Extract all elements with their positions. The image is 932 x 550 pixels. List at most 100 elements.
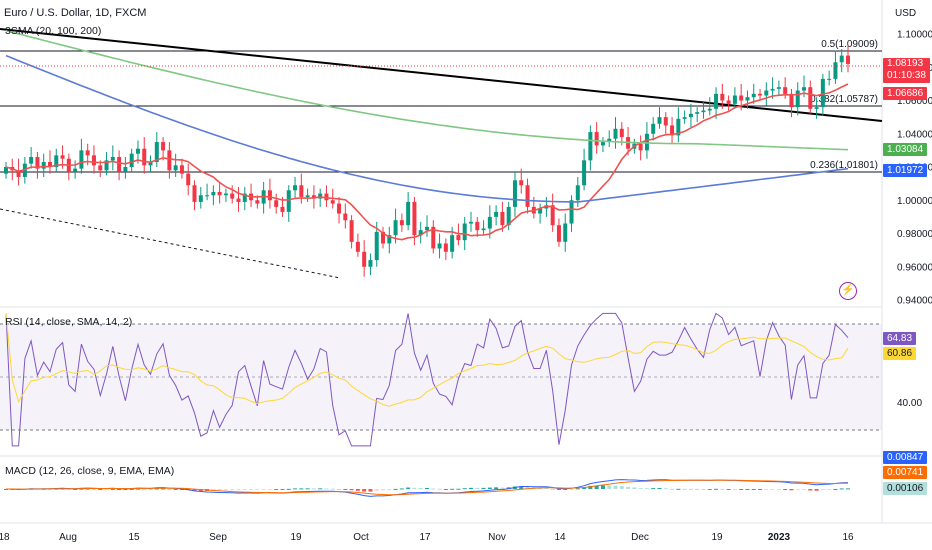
macd-histogram-bar bbox=[802, 489, 807, 490]
candle bbox=[481, 220, 486, 236]
candle-body bbox=[267, 190, 272, 201]
macd-histogram-bar bbox=[236, 489, 241, 491]
candle-body bbox=[73, 168, 78, 172]
macd-histogram-bar bbox=[468, 487, 473, 489]
candle bbox=[550, 193, 555, 232]
macd-histogram-bar bbox=[613, 485, 618, 489]
candle bbox=[274, 193, 279, 214]
candle-body bbox=[512, 180, 517, 207]
macd-histogram-bar bbox=[751, 489, 756, 490]
macd-histogram-bar bbox=[707, 489, 712, 490]
macd-histogram-bar bbox=[98, 489, 103, 490]
candle bbox=[41, 153, 46, 177]
sma-legend[interactable]: 3SMA (20, 100, 200) bbox=[5, 25, 102, 37]
moving-averages bbox=[5, 29, 849, 241]
macd-histogram-bar bbox=[626, 486, 631, 489]
candle bbox=[35, 152, 40, 179]
candle-body bbox=[550, 205, 555, 226]
candle-body bbox=[651, 123, 656, 134]
macd-histogram-bar bbox=[795, 489, 800, 491]
candle-body bbox=[374, 231, 379, 261]
sma100-line bbox=[5, 54, 849, 203]
macd-histogram-bar bbox=[556, 489, 561, 490]
candle bbox=[814, 97, 819, 119]
macd-legend[interactable]: MACD (12, 26, close, 9, EMA, EMA) bbox=[5, 465, 175, 477]
macd-histogram-bar bbox=[387, 489, 392, 490]
rsi-value-tag: 64.83 bbox=[883, 332, 917, 345]
macd-histogram-bar bbox=[632, 487, 637, 489]
candle bbox=[198, 186, 203, 209]
interval-label[interactable]: 1D bbox=[95, 7, 110, 19]
candle bbox=[688, 103, 693, 128]
candle bbox=[720, 83, 725, 109]
candle-body bbox=[739, 95, 744, 101]
candle-body bbox=[242, 193, 247, 202]
currency-label: USD bbox=[895, 8, 916, 19]
candle bbox=[732, 87, 737, 109]
candle bbox=[758, 88, 763, 101]
candle-body bbox=[142, 148, 147, 166]
time-tick-label: 19 bbox=[290, 532, 302, 543]
candle-body bbox=[600, 142, 605, 146]
macd-histogram-bar bbox=[381, 489, 386, 491]
candle bbox=[519, 168, 524, 194]
candle-body bbox=[783, 87, 788, 94]
candle-body bbox=[519, 180, 524, 186]
macd-histogram-bar bbox=[135, 488, 140, 490]
candle bbox=[707, 97, 712, 116]
macd-histogram-bar bbox=[443, 489, 448, 490]
macd-histogram-bar bbox=[506, 487, 511, 489]
candle-body bbox=[487, 216, 492, 229]
macd-histogram-bar bbox=[330, 488, 335, 490]
candle-body bbox=[343, 213, 348, 221]
candle bbox=[192, 180, 197, 211]
macd-histogram-bar bbox=[261, 489, 266, 490]
candle-body bbox=[776, 87, 781, 89]
candle-body bbox=[211, 191, 216, 196]
candle bbox=[123, 157, 128, 179]
macd-histogram-bar bbox=[644, 488, 649, 490]
macd-histogram-bar bbox=[600, 485, 605, 489]
symbol-name[interactable]: Euro / U.S. Dollar bbox=[4, 7, 89, 19]
candle-body bbox=[381, 231, 386, 244]
macd-histogram-bar bbox=[129, 488, 134, 490]
macd-histogram-bar bbox=[91, 488, 96, 490]
macd-histogram-bar bbox=[374, 489, 379, 491]
macd-histogram-bar bbox=[582, 487, 587, 489]
trendline-support[interactable] bbox=[0, 208, 341, 279]
candle-body bbox=[223, 193, 228, 196]
candle bbox=[468, 211, 473, 232]
candle-body bbox=[802, 87, 807, 91]
candle bbox=[242, 186, 247, 211]
lightning-icon[interactable]: ⚡ bbox=[839, 282, 857, 300]
candle bbox=[588, 125, 593, 171]
time-axis[interactable]: 18 Aug 15 Sep 19 Oct 17 Nov 14 Dec 19 2023 16 bbox=[0, 532, 854, 543]
macd-histogram-bar bbox=[726, 489, 731, 490]
macd-histogram-bar bbox=[286, 488, 291, 490]
macd-histogram-bar bbox=[814, 489, 819, 491]
macd-histogram-bar bbox=[211, 489, 216, 491]
macd-histogram-bar bbox=[619, 486, 624, 489]
candle-body bbox=[833, 62, 838, 79]
candle-body bbox=[588, 132, 593, 161]
price-tick-label: 1.00000 bbox=[897, 196, 932, 207]
candle bbox=[305, 188, 310, 202]
candle bbox=[387, 226, 392, 254]
fib-level-label: 0.382(1.05787) bbox=[810, 94, 878, 105]
candle-body bbox=[770, 88, 775, 91]
candle bbox=[104, 152, 109, 176]
candle-body bbox=[230, 193, 235, 199]
candle-body bbox=[695, 112, 700, 114]
candle bbox=[173, 153, 178, 177]
candle bbox=[582, 148, 587, 191]
rsi-legend[interactable]: RSI (14, close, SMA, 14, 2) bbox=[5, 316, 133, 328]
candle bbox=[381, 226, 386, 249]
rsi-ma-tag: 60.86 bbox=[883, 347, 917, 360]
candle bbox=[286, 185, 291, 222]
time-tick-label: 19 bbox=[711, 532, 723, 543]
histogram-value-tag: 0.00106 bbox=[883, 482, 928, 495]
macd-histogram-bar bbox=[117, 489, 122, 490]
macd-histogram-bar bbox=[280, 489, 285, 490]
candle-body bbox=[91, 155, 96, 166]
